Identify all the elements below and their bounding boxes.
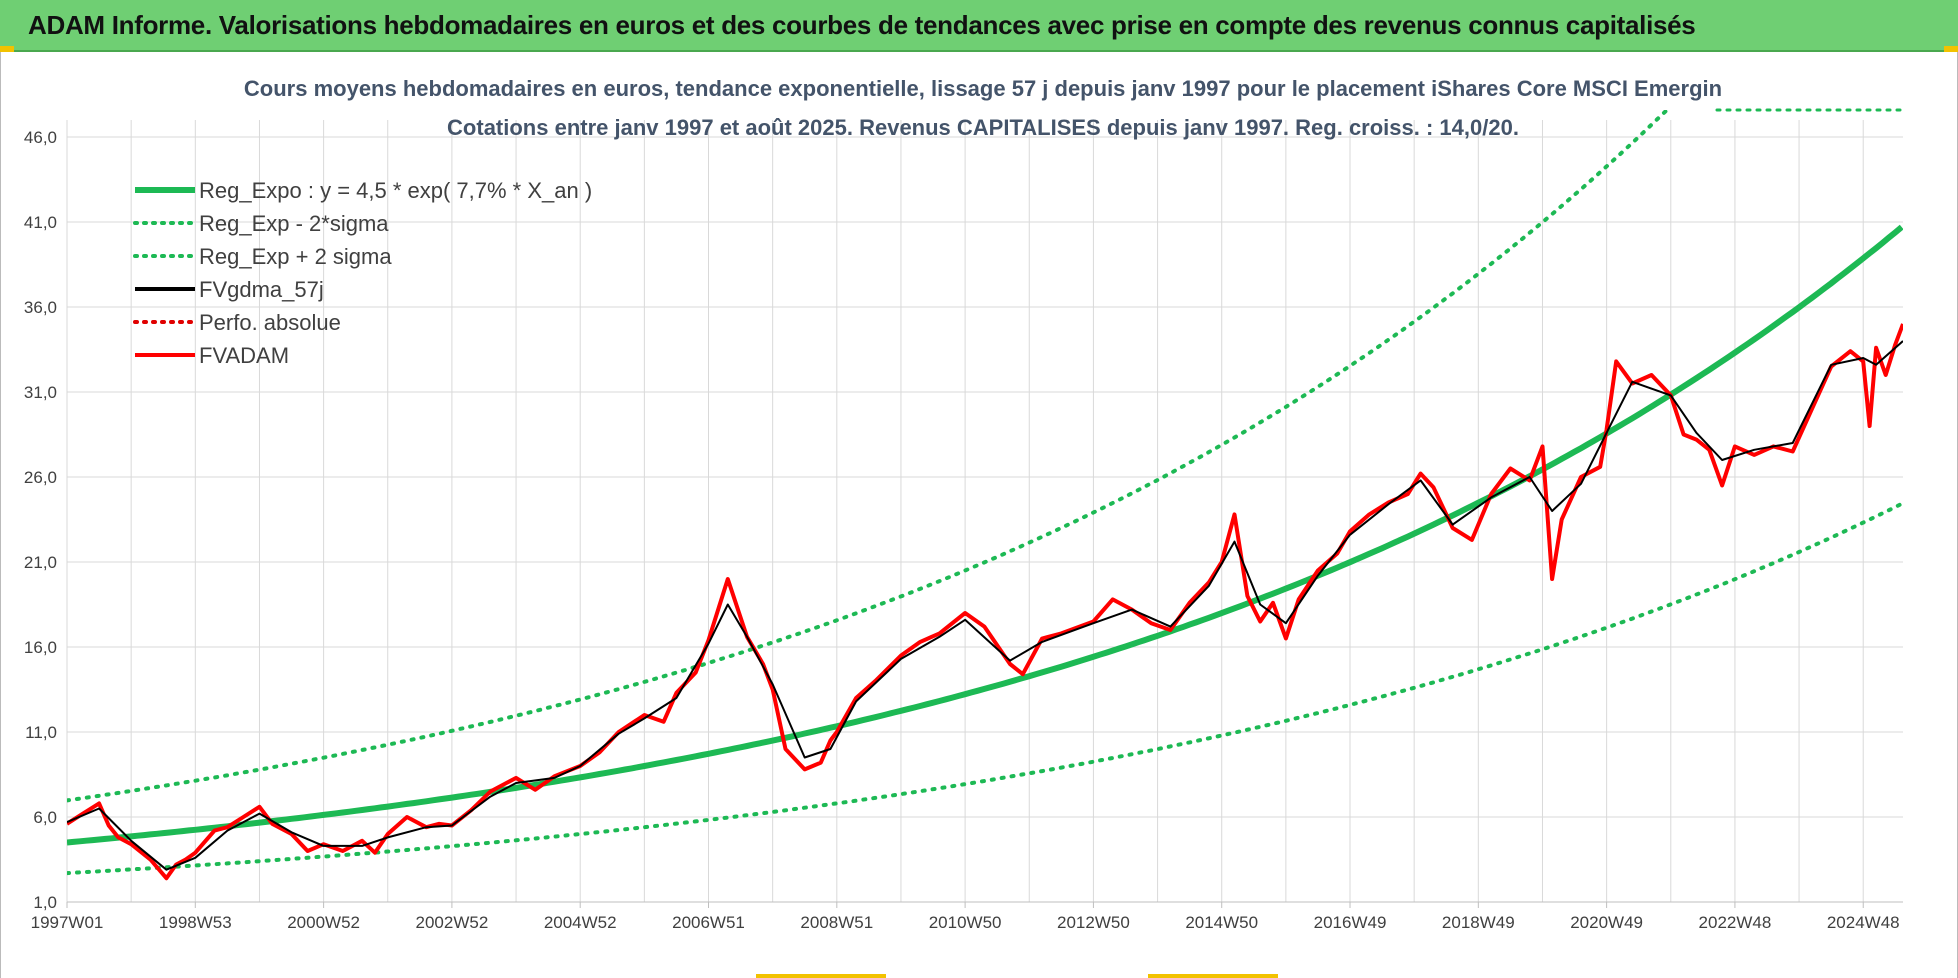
x-tick-label: 1997W01 xyxy=(31,913,104,932)
series-reg-exp-plus-2-sigma xyxy=(67,110,1670,803)
y-tick-label: 41,0 xyxy=(24,213,57,232)
chart-subtitle: Cotations entre janv 1997 et août 2025. … xyxy=(447,115,1519,140)
y-tick-label: 16,0 xyxy=(24,638,57,657)
y-tick-label: 1,0 xyxy=(33,893,57,912)
x-tick-label: 2020W49 xyxy=(1570,913,1643,932)
x-tick-label: 2024W48 xyxy=(1827,913,1900,932)
legend-label: Reg_Exp + 2 sigma xyxy=(199,244,392,269)
bottom-marker-1 xyxy=(756,974,886,978)
chart: 1,0 6,0 11,0 16,0 21,0 26,0 31,0 36,0 41,0 46,0 1… xyxy=(24,76,1903,932)
series-fvadam xyxy=(67,323,1903,881)
series-group xyxy=(67,110,1903,881)
legend-item: Reg_Expo : y = 4,5 * exp( 7,7% * X_an ) xyxy=(135,178,592,203)
x-tick-label: 2022W48 xyxy=(1699,913,1772,932)
x-tick-label: 2010W50 xyxy=(929,913,1002,932)
legend-item: Perfo. absolue xyxy=(133,310,341,335)
y-tick-label: 36,0 xyxy=(24,298,57,317)
legend-label: Reg_Exp - 2*sigma xyxy=(199,211,389,236)
y-tick-label: 26,0 xyxy=(24,468,57,487)
legend: Reg_Expo : y = 4,5 * exp( 7,7% * X_an ) R… xyxy=(133,178,592,368)
x-tick-label: 2018W49 xyxy=(1442,913,1515,932)
series-reg-expo xyxy=(67,224,1903,846)
x-tick-label: 2000W52 xyxy=(287,913,360,932)
legend-label: FVgdma_57j xyxy=(199,277,324,302)
x-tick-label: 2008W51 xyxy=(800,913,873,932)
y-tick-label: 6,0 xyxy=(33,808,57,827)
bottom-marker-2 xyxy=(1148,974,1278,978)
y-axis-ticks: 1,0 6,0 11,0 16,0 21,0 26,0 31,0 36,0 41,0 46,0 xyxy=(24,128,57,912)
legend-label: Reg_Expo : y = 4,5 * exp( 7,7% * X_an ) xyxy=(199,178,592,203)
legend-item: Reg_Exp + 2 sigma xyxy=(133,244,392,269)
chart-title: Cours moyens hebdomadaires en euros, ten… xyxy=(244,76,1722,101)
legend-item: FVADAM xyxy=(135,343,289,368)
header-banner: ADAM Informe. Valorisations hebdomadaire… xyxy=(0,0,1958,52)
y-tick-label: 11,0 xyxy=(25,723,57,742)
y-tick-label: 31,0 xyxy=(24,383,57,402)
x-axis-ticks: 1997W01 1998W53 2000W52 2002W52 2004W52 2006W… xyxy=(31,902,1900,932)
corner-marker-right xyxy=(1944,46,1958,52)
x-tick-label: 2006W51 xyxy=(672,913,745,932)
x-tick-label: 2016W49 xyxy=(1314,913,1387,932)
legend-label: Perfo. absolue xyxy=(199,310,341,335)
chart-frame: 1,0 6,0 11,0 16,0 21,0 26,0 31,0 36,0 41,0 46,0 1… xyxy=(0,52,1958,978)
y-tick-label: 46,0 xyxy=(24,128,57,147)
x-tick-label: 1998W53 xyxy=(159,913,232,932)
series-reg-exp-minus-2-sigma xyxy=(67,501,1903,876)
legend-label: FVADAM xyxy=(199,343,289,368)
x-tick-label: 2012W50 xyxy=(1057,913,1130,932)
series-fvgdma-57j xyxy=(67,340,1903,871)
grid xyxy=(66,120,1903,903)
legend-item: FVgdma_57j xyxy=(135,277,324,302)
x-tick-label: 2002W52 xyxy=(416,913,489,932)
legend-item: Reg_Exp - 2*sigma xyxy=(133,211,389,236)
page-title: ADAM Informe. Valorisations hebdomadaire… xyxy=(28,10,1696,40)
y-tick-label: 21,0 xyxy=(24,553,57,572)
x-tick-label: 2004W52 xyxy=(544,913,617,932)
corner-marker-left xyxy=(0,46,14,52)
x-tick-label: 2014W50 xyxy=(1185,913,1258,932)
